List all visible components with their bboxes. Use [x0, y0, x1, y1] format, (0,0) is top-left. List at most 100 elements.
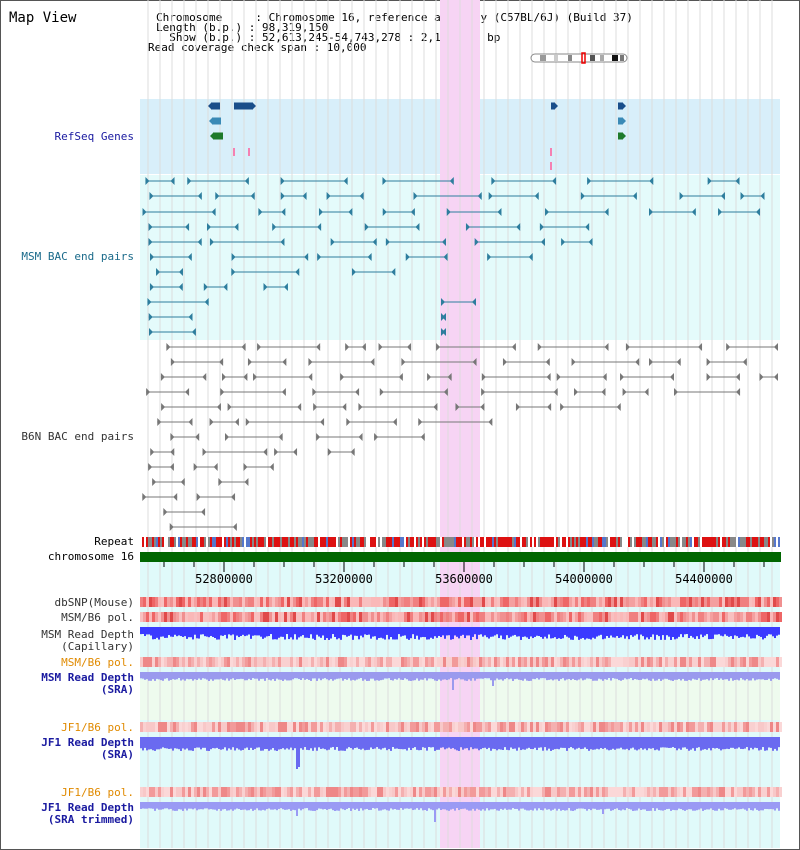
heat-cell — [329, 722, 332, 732]
heat-cell — [314, 597, 317, 607]
heat-cell — [641, 597, 644, 607]
depth-bar — [694, 627, 696, 639]
depth-bar — [504, 627, 506, 640]
depth-bar — [532, 802, 534, 811]
depth-bar — [320, 672, 322, 681]
b6n-bac-pair — [481, 373, 551, 381]
track-label-msm-read-depth-capillary[interactable]: MSM Read Depth — [41, 628, 134, 641]
heat-cell — [170, 787, 173, 797]
repeat-segment — [384, 537, 386, 547]
heat-cell — [263, 612, 266, 622]
depth-bar — [696, 802, 698, 811]
heat-cell — [725, 657, 728, 667]
repeat-segment — [536, 537, 538, 547]
heat-cell — [311, 722, 314, 732]
heat-cell — [341, 612, 344, 622]
depth-bar — [190, 737, 192, 751]
heat-cell — [668, 612, 671, 622]
pair-end-right — [552, 177, 557, 185]
heat-cell — [323, 597, 326, 607]
depth-bar — [208, 627, 210, 638]
heat-cell — [668, 722, 671, 732]
pair-end-right — [281, 208, 286, 216]
track-label-jf1-b6-pol[interactable]: JF1/B6 pol. — [61, 721, 134, 734]
track-label-repeat[interactable]: Repeat — [94, 535, 134, 548]
pair-end-left — [358, 403, 363, 411]
heat-cell — [635, 787, 638, 797]
depth-bar — [720, 627, 722, 636]
heat-cell — [209, 657, 212, 667]
track-label-b6n-bac-end-pairs[interactable]: B6N BAC end pairs — [21, 430, 134, 443]
heat-cell — [563, 722, 566, 732]
depth-bar — [596, 802, 598, 810]
heat-cell — [251, 612, 254, 622]
b6n-bac-pair — [161, 403, 221, 411]
heat-cell — [305, 787, 308, 797]
heat-cell — [356, 787, 359, 797]
heat-cell — [188, 612, 191, 622]
depth-bar — [644, 672, 646, 680]
pair-end-right — [178, 268, 183, 276]
depth-bar — [438, 627, 440, 636]
heat-cell — [398, 597, 401, 607]
track-label-msm-read-depth-sra[interactable]: MSM Read Depth — [41, 671, 134, 684]
repeat-segment — [676, 537, 678, 547]
depth-bar — [218, 737, 220, 750]
heat-cell — [146, 597, 149, 607]
msm-bac-pair — [209, 238, 285, 246]
track-label-dbsnp[interactable]: dbSNP(Mouse) — [54, 596, 134, 609]
track-label-msm-bac-end-pairs[interactable]: MSM BAC end pairs — [21, 250, 134, 263]
track-label-jf1-b6-pol-2[interactable]: JF1/B6 pol. — [61, 786, 134, 799]
depth-bar — [396, 627, 398, 640]
depth-bar — [156, 672, 158, 679]
heat-cell — [659, 657, 662, 667]
track-label-jf1-read-depth-trimmed[interactable]: JF1 Read Depth — [41, 801, 134, 814]
heat-cell — [455, 722, 458, 732]
depth-bar — [268, 672, 270, 680]
depth-bar — [168, 627, 170, 636]
track-label-jf1-read-depth-sra[interactable]: JF1 Read Depth — [41, 736, 134, 749]
heat-cell — [155, 597, 158, 607]
repeat-segment — [560, 537, 562, 547]
track-label-refseq-genes[interactable]: RefSeq Genes — [54, 130, 134, 143]
track-label-chromosome[interactable]: chromosome 16 — [47, 550, 134, 563]
repeat-segment — [360, 537, 362, 547]
repeat-segment — [624, 537, 626, 547]
heat-cell — [755, 612, 758, 622]
depth-bar — [164, 737, 166, 749]
heat-cell — [458, 787, 461, 797]
pair-end-left — [674, 388, 679, 396]
pair-end-right — [742, 358, 747, 366]
depth-bar — [170, 802, 172, 809]
track-label-msm-b6-pol-sra[interactable]: MSM/B6 pol. — [61, 656, 134, 669]
heat-cell — [287, 787, 290, 797]
depth-bar — [672, 802, 674, 810]
repeat-segment — [672, 537, 674, 547]
depth-bar — [288, 737, 290, 750]
b6n-bac-pair — [142, 493, 178, 501]
heat-cell — [638, 597, 641, 607]
heat-cell — [683, 722, 686, 732]
heat-cell — [776, 657, 779, 667]
depth-bar — [578, 802, 580, 809]
depth-bar — [296, 627, 298, 640]
heat-cell — [281, 657, 284, 667]
heat-cell — [647, 722, 650, 732]
heat-cell — [575, 597, 578, 607]
heat-cell — [236, 597, 239, 607]
pair-end-right — [545, 358, 550, 366]
heat-cell — [701, 787, 704, 797]
depth-bar — [302, 802, 304, 810]
depth-bar — [726, 627, 728, 636]
track-label-msm-b6-pol[interactable]: MSM/B6 pol. — [61, 611, 134, 624]
heat-cell — [737, 722, 740, 732]
depth-bar — [588, 627, 590, 639]
pair-end-left — [318, 208, 323, 216]
depth-bar — [342, 802, 344, 810]
pair-end-right — [204, 298, 209, 306]
heat-cell — [569, 657, 572, 667]
repeat-segment — [590, 537, 592, 547]
heat-cell — [176, 722, 179, 732]
depth-bar — [672, 737, 674, 748]
